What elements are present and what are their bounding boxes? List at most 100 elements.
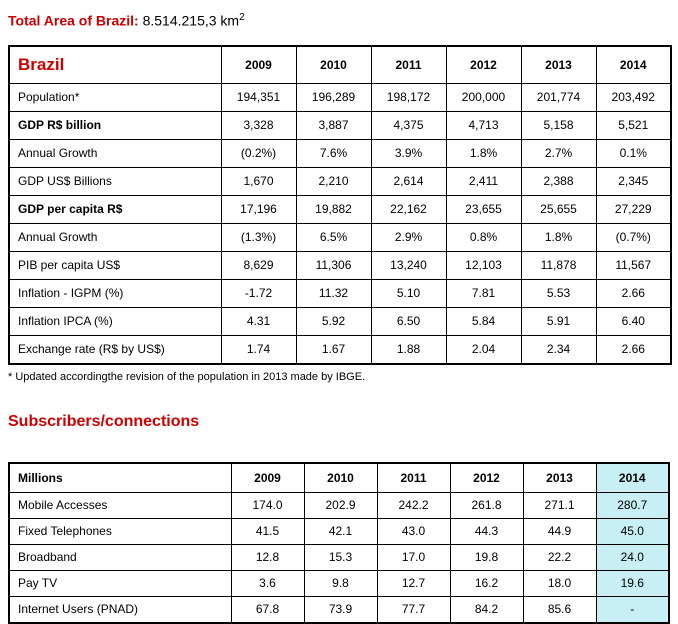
cell-value: 194,351: [220, 82, 297, 112]
cell-value: 174.0: [230, 491, 305, 519]
year-header-2009: 2009: [230, 462, 305, 493]
cell-value: 22,162: [370, 194, 447, 224]
cell-value: 6.40: [595, 306, 672, 336]
table-row: GDP R$ billion 3,328 3,887 4,375 4,713 5,158 5…: [8, 110, 672, 140]
row-label: Inflation IPCA (%): [8, 306, 222, 336]
cell-value: 5,521: [595, 110, 672, 140]
cell-value: 18.0: [522, 569, 597, 597]
cell-value: 8,629: [220, 250, 297, 280]
table-row: GDP US$ Billions 1,670 2,210 2,614 2,411 2,38…: [8, 166, 672, 196]
cell-value: 1.88: [370, 334, 447, 365]
cell-value: 271.1: [522, 491, 597, 519]
year-header-2013: 2013: [522, 462, 597, 493]
cell-value: 19.6: [595, 569, 670, 597]
cell-value: 23,655: [445, 194, 522, 224]
cell-value: 24.0: [595, 543, 670, 571]
row-label: Broadband: [8, 543, 232, 571]
cell-value: 3.9%: [370, 138, 447, 168]
cell-value: 2,210: [295, 166, 372, 196]
table-row: Inflation - IGPM (%) -1.72 11.32 5.10 7.81 5.…: [8, 278, 672, 308]
cell-value: 13,240: [370, 250, 447, 280]
subscribers-table-title: Millions: [8, 462, 232, 493]
year-header-2012: 2012: [445, 45, 522, 84]
row-label: GDP R$ billion: [8, 110, 222, 140]
table-row: Broadband 12.8 15.3 17.0 19.8 22.2 24.0: [8, 543, 670, 571]
table-row: Internet Users (PNAD) 67.8 73.9 77.7 84.2 85.…: [8, 595, 670, 624]
row-label: Population*: [8, 82, 222, 112]
year-header-2010: 2010: [303, 462, 378, 493]
cell-value: 0.1%: [595, 138, 672, 168]
cell-value: 7.6%: [295, 138, 372, 168]
row-label: Annual Growth: [8, 222, 222, 252]
cell-value: 41.5: [230, 517, 305, 545]
cell-value: 17.0: [376, 543, 451, 571]
cell-value: 2.66: [595, 334, 672, 365]
cell-value: 198,172: [370, 82, 447, 112]
cell-value: 3.6: [230, 569, 305, 597]
cell-value: 19.8: [449, 543, 524, 571]
cell-value: 4,375: [370, 110, 447, 140]
year-header-2013: 2013: [520, 45, 597, 84]
table-row: Exchange rate (R$ by US$) 1.74 1.67 1.88 2.0…: [8, 334, 672, 365]
cell-value: 203,492: [595, 82, 672, 112]
cell-value: (1.3%): [220, 222, 297, 252]
cell-value: 25,655: [520, 194, 597, 224]
page-title: Total Area of Brazil: 8.514.215,3 km2: [8, 8, 678, 31]
cell-value: 84.2: [449, 595, 524, 624]
cell-value: (0.7%): [595, 222, 672, 252]
year-header-2012: 2012: [449, 462, 524, 493]
cell-value: 2.9%: [370, 222, 447, 252]
cell-value: -1.72: [220, 278, 297, 308]
row-label: Internet Users (PNAD): [8, 595, 232, 624]
brazil-table-body: Population* 194,351 196,289 198,172 200,000 2…: [8, 82, 672, 365]
year-header-2011: 2011: [376, 462, 451, 493]
cell-value: 11,878: [520, 250, 597, 280]
cell-value: 45.0: [595, 517, 670, 545]
table-row: Annual Growth (1.3%) 6.5% 2.9% 0.8% 1.8% (0.7%…: [8, 222, 672, 252]
cell-value: 3,328: [220, 110, 297, 140]
cell-value: 2,411: [445, 166, 522, 196]
cell-value: 1.8%: [445, 138, 522, 168]
subscribers-table-body: Mobile Accesses 174.0 202.9 242.2 261.8 271.1…: [8, 491, 670, 624]
table-row: Inflation IPCA (%) 4.31 5.92 6.50 5.84 5.91 6.…: [8, 306, 672, 336]
cell-value: 73.9: [303, 595, 378, 624]
subscribers-section-heading: Subscribers/connections: [8, 412, 200, 430]
cell-value: 22.2: [522, 543, 597, 571]
table-footnote: * Updated accordingthe revision of the p…: [8, 370, 366, 383]
cell-value: 5.53: [520, 278, 597, 308]
row-label: GDP US$ Billions: [8, 166, 222, 196]
cell-value: 11.32: [295, 278, 372, 308]
table-row: Pay TV 3.6 9.8 12.7 16.2 18.0 19.6: [8, 569, 670, 597]
title-value: 8.514.215,3 km: [138, 12, 240, 29]
year-header-2014: 2014: [595, 462, 670, 493]
row-label: Inflation - IGPM (%): [8, 278, 222, 308]
cell-value: 11,306: [295, 250, 372, 280]
cell-value: 242.2: [376, 491, 451, 519]
cell-value: 202.9: [303, 491, 378, 519]
row-label: Pay TV: [8, 569, 232, 597]
cell-value: 43.0: [376, 517, 451, 545]
cell-value: 5.91: [520, 306, 597, 336]
cell-value: 2,388: [520, 166, 597, 196]
table-row: GDP per capita R$ 17,196 19,882 22,162 23,65…: [8, 194, 672, 224]
cell-value: 2.66: [595, 278, 672, 308]
cell-value: 4,713: [445, 110, 522, 140]
cell-value: 5.84: [445, 306, 522, 336]
row-label: PIB per capita US$: [8, 250, 222, 280]
cell-value: 9.8: [303, 569, 378, 597]
cell-value: 5,158: [520, 110, 597, 140]
year-header-2011: 2011: [370, 45, 447, 84]
cell-value: 67.8: [230, 595, 305, 624]
title-label: Total Area of Brazil:: [8, 12, 139, 29]
brazil-table-header-row: Brazil 2009 2010 2011 2012 2013 2014: [8, 45, 672, 84]
cell-value: 4.31: [220, 306, 297, 336]
cell-value: 5.92: [295, 306, 372, 336]
cell-value: 5.10: [370, 278, 447, 308]
row-label: Mobile Accesses: [8, 491, 232, 519]
cell-value: 6.50: [370, 306, 447, 336]
cell-value: 6.5%: [295, 222, 372, 252]
table-row: Annual Growth (0.2%) 7.6% 3.9% 1.8% 2.7% 0.1%: [8, 138, 672, 168]
cell-value: 12.7: [376, 569, 451, 597]
cell-value: 15.3: [303, 543, 378, 571]
